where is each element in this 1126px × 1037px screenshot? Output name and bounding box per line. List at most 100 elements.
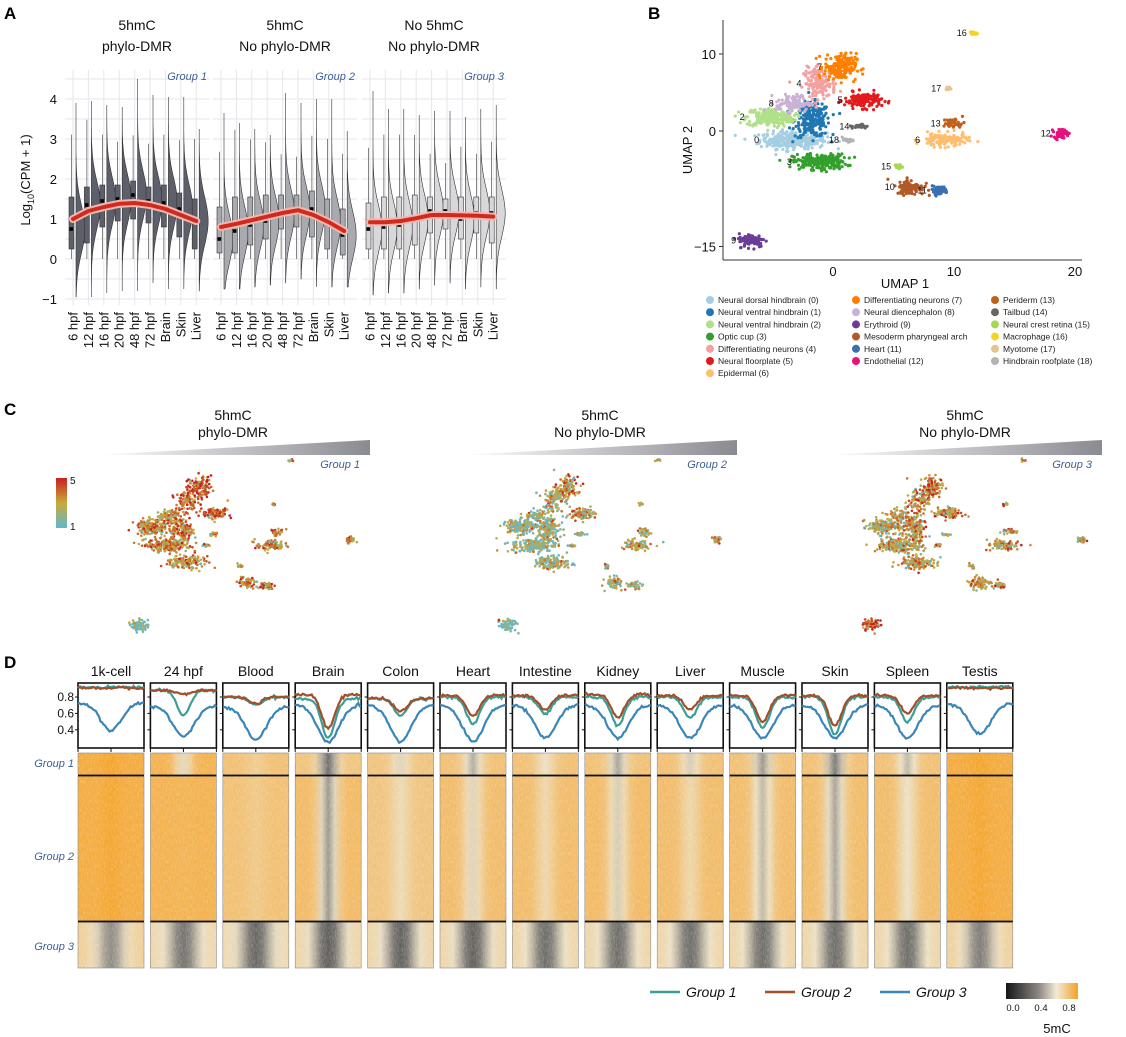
umap-point (823, 154, 827, 158)
umap-point (843, 162, 847, 166)
umap-point (742, 243, 747, 247)
umap-point (190, 497, 194, 501)
facet-title: 5hmC (118, 17, 155, 33)
umap-point (199, 484, 202, 488)
umap-point (551, 545, 554, 549)
umap-point (944, 138, 948, 142)
umap-point (811, 130, 816, 134)
umap-point (626, 538, 630, 542)
x-tick-label: 12 hpf (378, 312, 393, 349)
umap-point (131, 622, 134, 626)
umap-point (196, 556, 200, 559)
umap-point (571, 492, 575, 495)
umap-point (505, 524, 509, 527)
umap-point (794, 124, 798, 128)
umap-point (153, 535, 157, 539)
umap-point (952, 133, 956, 137)
umap-point (937, 129, 941, 133)
umap-point (209, 474, 213, 477)
umap-point (560, 521, 564, 524)
umap-point (170, 558, 173, 562)
trend-line (219, 208, 347, 233)
umap-point (207, 511, 211, 514)
umap-point (816, 98, 820, 102)
violin (106, 105, 117, 293)
umap-point (868, 101, 873, 105)
umap-point (800, 85, 804, 89)
umap-point (554, 483, 558, 486)
umap-point (172, 496, 175, 499)
umap-point (802, 136, 806, 140)
umap-point (834, 63, 838, 67)
umap-point (554, 495, 557, 498)
umap-point (976, 140, 980, 144)
umap-point (819, 112, 823, 116)
umap-point (857, 95, 861, 99)
umap-point (800, 104, 804, 108)
umap-point (173, 531, 177, 535)
umap-point (770, 119, 775, 124)
umap-point (758, 242, 762, 246)
umap-point (1050, 128, 1054, 132)
umap-point (182, 501, 185, 505)
umap-point (852, 102, 856, 106)
panel-a-violin-plot: Log10(CPM + 1) 43210−15hmCphylo-DMRGroup… (18, 17, 506, 348)
umap-point (798, 140, 802, 144)
umap-point (832, 85, 836, 89)
umap-point (179, 538, 182, 541)
umap-point (935, 188, 940, 192)
umap-point (160, 529, 164, 532)
umap-point (191, 504, 195, 508)
umap-point (770, 93, 774, 98)
umap-point (822, 107, 826, 111)
legend-item: Neural ventral hindbrain (2) (706, 319, 821, 329)
umap-point (800, 93, 804, 97)
umap-point (355, 540, 359, 544)
umap-point (145, 521, 149, 524)
umap-point (138, 524, 142, 527)
umap-point (1057, 127, 1061, 132)
umap-point (793, 134, 797, 138)
cluster-11: 11 (917, 184, 948, 198)
umap-point (194, 561, 198, 564)
umap-point (157, 543, 160, 546)
umap-point (963, 141, 967, 145)
median-point (309, 207, 314, 211)
umap-point (519, 533, 522, 537)
umap-point (566, 559, 569, 563)
umap-point (156, 540, 159, 543)
legend-label: Hindbrain roofplate (18) (1003, 356, 1092, 366)
umap-point (156, 515, 160, 518)
umap-point (537, 530, 541, 533)
umap-point (775, 147, 779, 151)
umap-point (795, 92, 799, 96)
umap-point (622, 547, 626, 551)
umap-point (913, 192, 917, 196)
umap-point (515, 528, 519, 532)
umap-point (800, 165, 804, 169)
umap-point (843, 54, 847, 58)
umap-point (514, 540, 518, 544)
umap-point (583, 513, 587, 516)
umap-point (284, 527, 288, 531)
umap-point (855, 124, 859, 128)
umap-point (519, 528, 523, 532)
umap-point (795, 140, 799, 144)
umap-point (528, 541, 531, 544)
umap-point (792, 148, 796, 152)
legend-swatch (852, 308, 860, 317)
umap-point (932, 145, 936, 149)
legend-item: Erythroid (9) (852, 319, 911, 329)
umap-point (538, 564, 541, 568)
umap-point (138, 529, 142, 532)
x-tick-label: 20 hpf (409, 312, 424, 349)
umap-point (960, 133, 964, 137)
umap-point (532, 550, 535, 554)
umap-point (589, 511, 592, 515)
umap-point (235, 580, 239, 584)
umap-point (819, 85, 823, 89)
x-tick-label: 72 hpf (440, 312, 455, 349)
umap-point (226, 499, 229, 502)
umap-point (153, 531, 157, 534)
umap-point (549, 496, 552, 500)
